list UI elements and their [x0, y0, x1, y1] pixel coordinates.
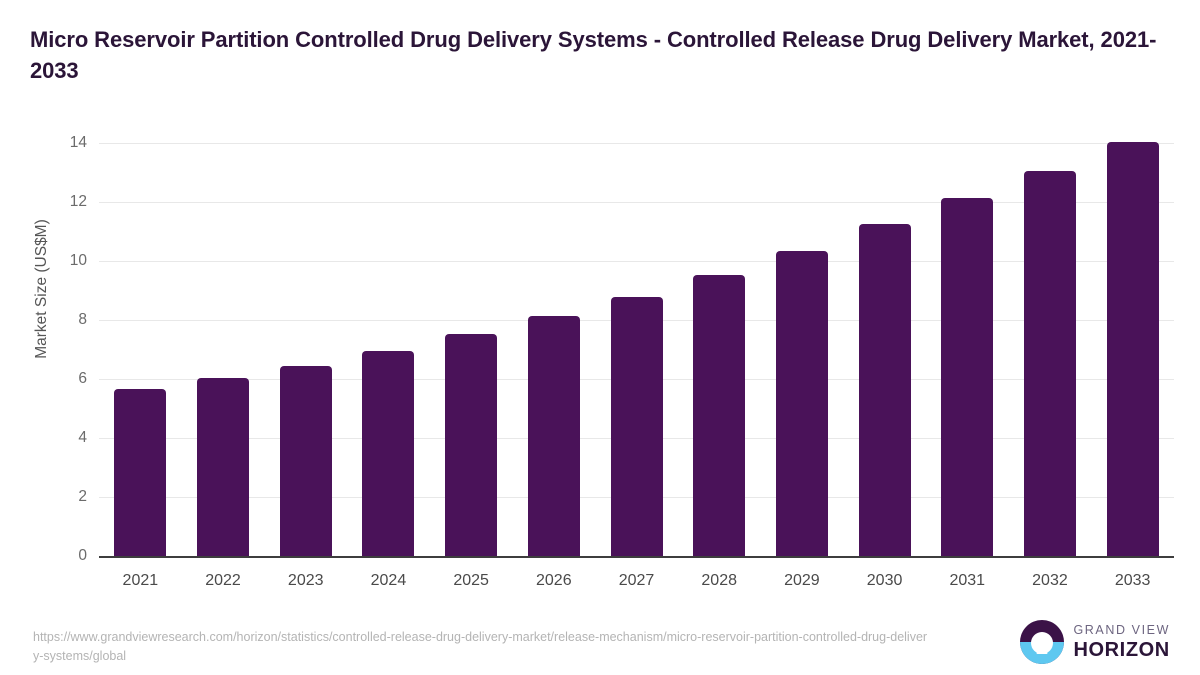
gridline: [99, 261, 1174, 262]
x-axis-tick-label: 2032: [1032, 572, 1068, 589]
x-axis-tick-label: 2030: [866, 572, 903, 589]
x-axis-tick-label: 2027: [618, 572, 655, 589]
gridline: [99, 143, 1174, 144]
y-axis-tick-label: 2: [78, 488, 87, 505]
x-axis-tick-label: 2025: [453, 572, 489, 589]
x-axis-tick-label: 2028: [701, 572, 737, 589]
bar-2030[interactable]: [858, 224, 911, 556]
bar-2028[interactable]: [693, 274, 746, 556]
gridline: [99, 202, 1174, 203]
y-axis-tick-label: 10: [69, 252, 87, 269]
bar-2032[interactable]: [1023, 171, 1076, 556]
brand-logo: GRAND VIEW HORIZON: [1020, 620, 1170, 664]
y-axis-tick-label: 6: [78, 370, 87, 387]
y-axis-tick-label: 4: [78, 429, 87, 446]
bar-2033[interactable]: [1106, 141, 1159, 556]
y-axis-tick-label: 12: [69, 193, 87, 210]
bar-2029[interactable]: [775, 250, 828, 556]
bar-2023[interactable]: [279, 365, 332, 556]
x-axis-tick-label: 2031: [949, 572, 986, 589]
logo-ray-lower: [1036, 651, 1048, 655]
bar-2025[interactable]: [445, 333, 498, 556]
y-axis-tick-label: 14: [69, 134, 87, 151]
logo-wordmark: GRAND VIEW HORIZON: [1073, 624, 1170, 661]
x-axis-tick-label: 2026: [536, 572, 572, 589]
bar-2031[interactable]: [941, 198, 994, 556]
x-axis-tick-label: 2024: [370, 572, 407, 589]
x-axis-line: [99, 556, 1174, 558]
bar-2022[interactable]: [197, 377, 250, 556]
x-axis-tick-label: 2021: [122, 572, 159, 589]
bar-2026[interactable]: [527, 315, 580, 556]
y-axis-tick-label: 8: [78, 311, 87, 328]
logo-ray-upper: [1033, 646, 1051, 650]
x-axis-tick-label: 2022: [205, 572, 241, 589]
x-axis-tick-label: 2033: [1114, 572, 1151, 589]
page-title: Micro Reservoir Partition Controlled Dru…: [30, 27, 1157, 83]
source-url[interactable]: https://www.grandviewresearch.com/horizo…: [33, 630, 928, 663]
bar-2024[interactable]: [362, 350, 415, 556]
x-axis-tick-label: 2029: [784, 572, 820, 589]
bar-2021[interactable]: [114, 389, 167, 556]
logo-bottom-text: HORIZON: [1073, 639, 1170, 662]
logo-top-text: GRAND VIEW: [1073, 622, 1170, 637]
sunrise-circle-icon: [1020, 620, 1065, 664]
bar-2027[interactable]: [610, 297, 663, 556]
x-axis-tick-label: 2023: [287, 572, 324, 589]
y-axis-tick-label: 0: [78, 547, 87, 564]
